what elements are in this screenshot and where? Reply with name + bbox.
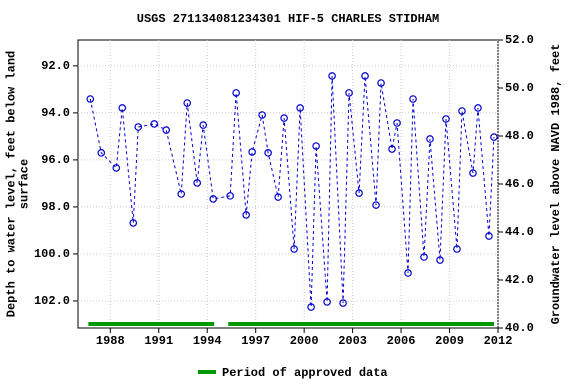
- data-point: [97, 149, 106, 157]
- data-point: [372, 201, 380, 209]
- data-point: [453, 245, 461, 253]
- data-point: [323, 298, 331, 306]
- data-point: [274, 193, 282, 201]
- data-point: [129, 219, 138, 227]
- data-point: [118, 104, 127, 112]
- chart-title: USGS 271134081234301 HIF-5 CHARLES STIDH…: [137, 12, 439, 26]
- y2-tick-label: 44.0: [505, 225, 534, 239]
- data-point: [474, 104, 482, 112]
- x-tick-label: 1991: [144, 334, 173, 348]
- data-point: [258, 111, 266, 119]
- data-point: [134, 123, 143, 131]
- data-point: [209, 195, 218, 203]
- y2-tick-label: 46.0: [505, 177, 534, 191]
- y2-tick-label: 52.0: [505, 33, 534, 47]
- data-point: [280, 114, 288, 122]
- data-point: [388, 145, 396, 153]
- y2-tick-label: 42.0: [505, 273, 534, 287]
- data-point: [112, 164, 121, 172]
- data-point: [458, 107, 466, 115]
- data-point: [307, 303, 315, 311]
- data-point: [436, 256, 444, 264]
- y2-tick-label: 48.0: [505, 129, 534, 143]
- y-tick-label: 92.0: [41, 59, 70, 73]
- data-line: [89, 75, 495, 308]
- data-point: [226, 192, 234, 200]
- data-point: [469, 169, 477, 177]
- data-point: [193, 179, 202, 187]
- data-point: [404, 269, 412, 277]
- data-point: [490, 133, 498, 141]
- x-tick-label: 2000: [290, 334, 319, 348]
- data-point: [409, 95, 417, 103]
- plot-frame: [77, 39, 499, 329]
- data-point: [355, 189, 363, 197]
- data-point: [183, 99, 192, 107]
- y-tick-label: 102.0: [34, 294, 70, 308]
- y-axis-label-line: surface: [18, 159, 32, 209]
- data-point: [345, 89, 353, 97]
- data-point: [339, 299, 347, 307]
- data-point: [177, 190, 186, 198]
- x-tick-label: 2003: [338, 334, 367, 348]
- x-tick-label: 2006: [387, 334, 416, 348]
- x-tick-label: 2012: [484, 334, 513, 348]
- y-tick-label: 100.0: [34, 247, 70, 261]
- x-tick-label: 2009: [435, 334, 464, 348]
- data-point: [162, 126, 171, 134]
- y2-tick-label: 40.0: [505, 321, 534, 335]
- data-point: [242, 211, 250, 219]
- data-point: [232, 89, 240, 97]
- y2-axis-label: Groundwater level above NAVD 1988, feet: [549, 44, 563, 325]
- data-point: [264, 149, 272, 157]
- data-point: [150, 120, 159, 128]
- x-tick-label: 1994: [193, 334, 222, 348]
- y-axis-label: Depth to water level, feet below landsur…: [5, 51, 32, 317]
- y-axis-label-line: Depth to water level, feet below land: [5, 51, 19, 317]
- y-tick-label: 96.0: [41, 153, 70, 167]
- data-point: [485, 232, 493, 240]
- data-point: [377, 79, 385, 87]
- data-point: [296, 104, 304, 112]
- data-point: [420, 253, 428, 261]
- data-point: [86, 95, 95, 103]
- legend-label: Period of approved data: [222, 366, 388, 380]
- y2-tick-label: 50.0: [505, 81, 534, 95]
- data-point: [290, 245, 298, 253]
- data-point: [199, 121, 207, 129]
- x-tick-label: 1997: [241, 334, 270, 348]
- y-tick-label: 94.0: [41, 106, 70, 120]
- data-point: [248, 148, 256, 156]
- x-tick-label: 1988: [96, 334, 125, 348]
- approved-period: [228, 322, 494, 326]
- data-point: [361, 72, 369, 80]
- data-point: [393, 119, 401, 127]
- data-point: [426, 135, 434, 143]
- data-point: [442, 115, 450, 123]
- data-point: [328, 72, 336, 80]
- y-tick-label: 98.0: [41, 200, 70, 214]
- data-point: [312, 142, 320, 150]
- approved-period: [88, 322, 215, 326]
